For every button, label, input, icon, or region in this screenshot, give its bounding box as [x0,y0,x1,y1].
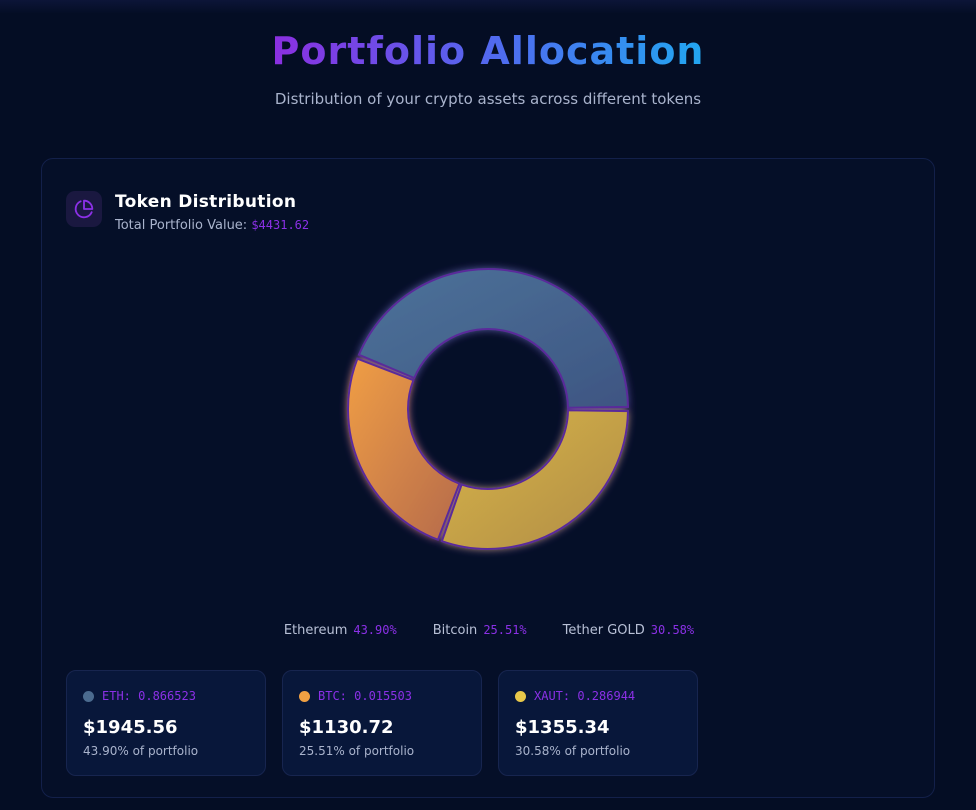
token-card-xaut[interactable]: XAUT: 0.286944 $1355.34 30.58% of portfo… [498,670,698,776]
page-header: Portfolio Allocation Distribution of you… [0,26,976,108]
slice-ethereum[interactable] [357,268,630,409]
legend-item-ethereum: Ethereum 43.90% [284,623,397,638]
color-dot [83,690,94,702]
token-value: $1130.72 [299,717,394,738]
token-header: XAUT: 0.286944 [515,689,681,703]
legend-label: Ethereum [283,623,348,638]
total-portfolio-value: Total Portfolio Value: $4431.62 [115,218,309,233]
chart-legend: Ethereum 43.90% Bitcoin 25.51% Tether GOLD… [42,623,936,638]
legend-label: Bitcoin [432,623,478,638]
token-percent: 43.90% of portfolio [83,744,199,758]
token-percent: 30.58% of portfolio [515,744,631,758]
token-amount: XAUT: 0.286944 [534,689,636,703]
legend-percent: 30.58% [650,623,695,637]
donut-chart [347,268,630,550]
legend-item-tether-gold: Tether GOLD 30.58% [563,623,694,638]
token-amount: BTC: 0.015503 [318,689,412,703]
legend-percent: 25.51% [483,623,527,637]
page-subtitle: Distribution of your crypto assets acros… [274,90,702,108]
total-value: $4431.62 [251,218,310,232]
total-label: Total Portfolio Value: [115,218,248,233]
token-card-btc[interactable]: BTC: 0.015503 $1130.72 25.51% of portfol… [282,670,482,776]
color-dot [515,690,526,702]
token-distribution-card: Token Distribution Total Portfolio Value… [41,158,935,798]
slice-tether-gold[interactable] [440,409,629,550]
token-cards: ETH: 0.866523 $1945.56 43.90% of portfol… [66,670,698,776]
token-percent: 25.51% of portfolio [299,744,415,758]
slice-bitcoin[interactable] [347,357,461,542]
card-title: Token Distribution [115,192,297,212]
legend-percent: 43.90% [353,623,397,637]
top-glow [0,0,976,14]
token-value: $1945.56 [83,717,178,738]
card-header: Token Distribution Total Portfolio Value… [66,191,309,233]
color-dot [299,690,310,702]
token-amount: ETH: 0.866523 [102,689,196,703]
token-card-eth[interactable]: ETH: 0.866523 $1945.56 43.90% of portfol… [66,670,266,776]
token-header: ETH: 0.866523 [83,689,249,703]
token-header: BTC: 0.015503 [299,689,465,703]
pie-chart-icon [66,191,102,227]
legend-item-bitcoin: Bitcoin 25.51% [433,623,527,638]
page-title: Portfolio Allocation [272,26,705,76]
token-value: $1355.34 [515,717,610,738]
legend-label: Tether GOLD [562,623,645,638]
